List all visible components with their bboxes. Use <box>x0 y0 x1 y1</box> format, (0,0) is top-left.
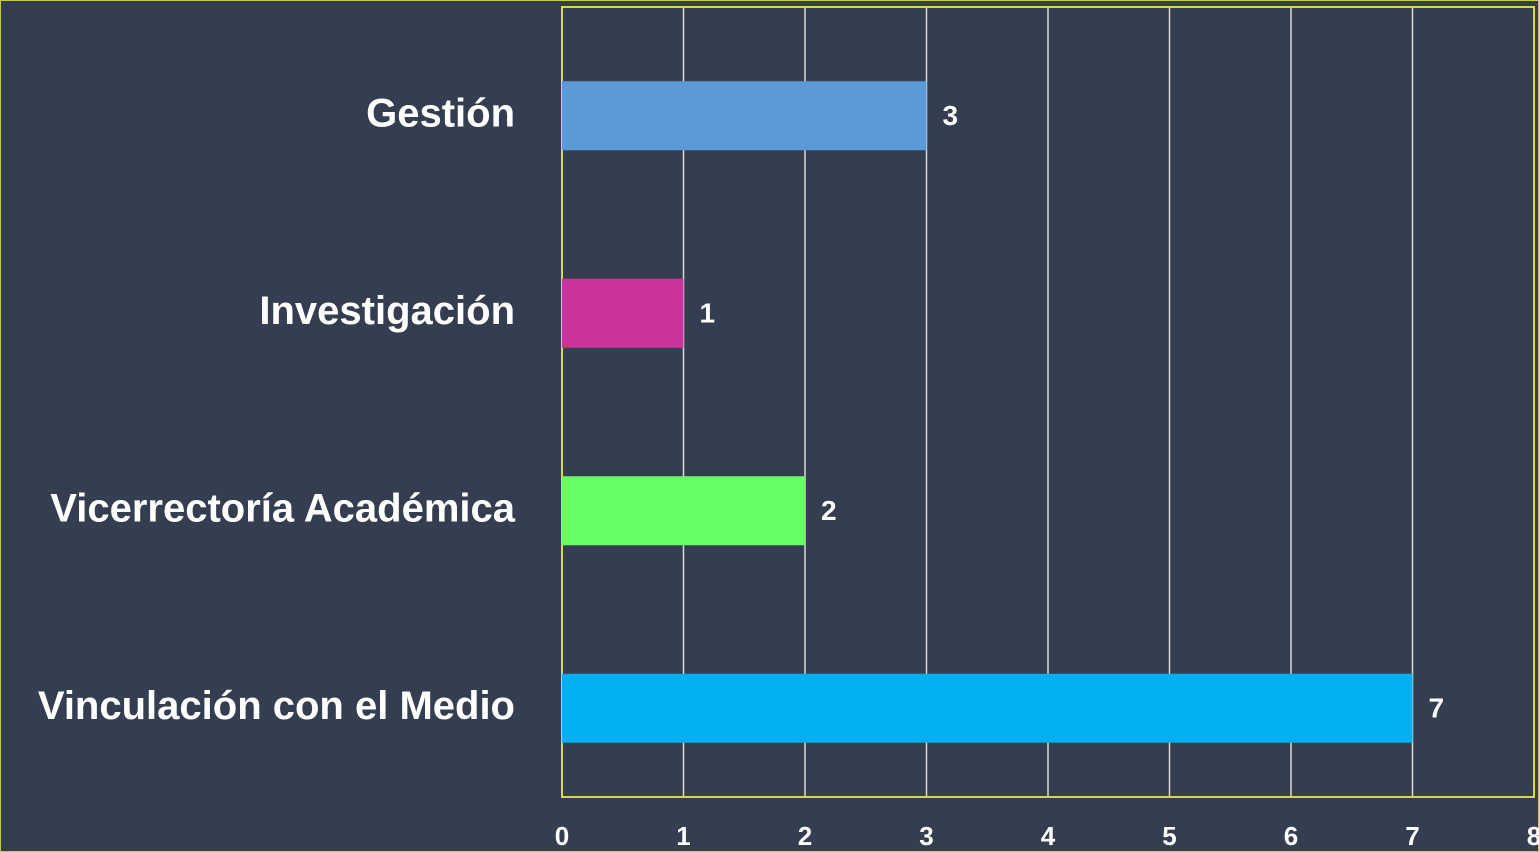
x-tick-label: 5 <box>1162 821 1176 851</box>
y-tick-label: Investigación <box>259 289 515 333</box>
plot-border <box>561 6 1535 798</box>
y-tick-label: Vicerrectoría Académica <box>50 486 515 530</box>
x-tick-label: 2 <box>798 821 812 851</box>
value-label: 3 <box>943 100 959 131</box>
x-tick-label: 3 <box>919 821 933 851</box>
value-label: 2 <box>821 495 837 526</box>
bar <box>562 81 927 151</box>
value-label: 1 <box>700 298 716 329</box>
x-tick-label: 6 <box>1284 821 1298 851</box>
x-tick-label: 4 <box>1041 821 1056 851</box>
y-tick-label: Vinculación con el Medio <box>38 684 515 728</box>
bar <box>562 278 684 348</box>
bar <box>562 673 1413 743</box>
y-tick-label: Gestión <box>366 91 515 135</box>
value-label: 7 <box>1429 693 1445 724</box>
x-tick-label: 0 <box>555 821 569 851</box>
bar <box>562 476 805 546</box>
x-tick-label: 8 <box>1527 821 1539 851</box>
x-tick-label: 7 <box>1405 821 1419 851</box>
x-tick-label: 1 <box>676 821 690 851</box>
